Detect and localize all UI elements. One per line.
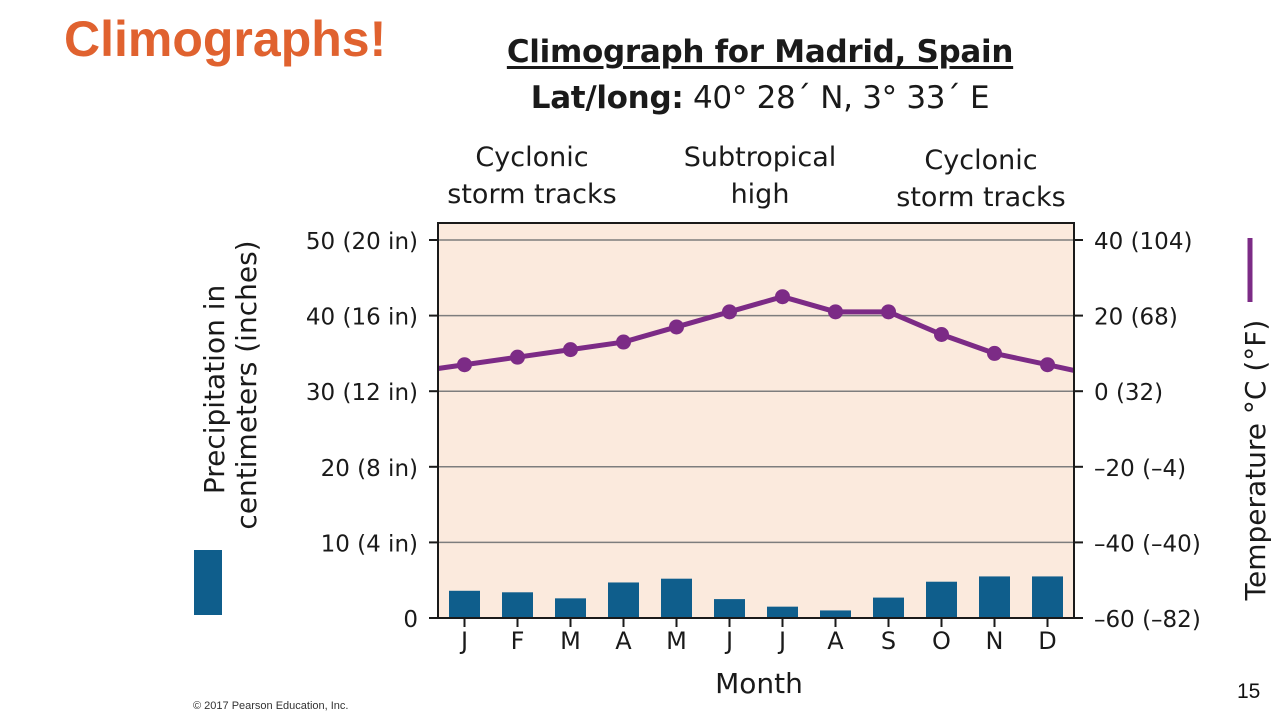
annotation-line: storm tracks (447, 179, 616, 210)
left-tick-label: 10 (4 in) (321, 531, 418, 557)
annotation-line: high (731, 179, 790, 210)
gridlines (438, 239, 1074, 544)
left-tick-label: 20 (8 in) (321, 456, 418, 482)
x-tick-label: M (560, 627, 581, 655)
precipitation-bar (873, 597, 904, 618)
chart-title: Climograph for Madrid, Spain (506, 34, 1014, 70)
right-tick-label: –40 (–40) (1094, 531, 1201, 557)
left-tick-label: 40 (16 in) (306, 305, 418, 331)
precipitation-bar (661, 578, 692, 618)
subtitle-value: 40° 28´ N, 3° 33´ E (693, 80, 990, 116)
x-axis-title: Month (715, 667, 803, 700)
temperature-point (1040, 357, 1055, 373)
precipitation-bar (926, 581, 957, 618)
left-axis-title: Precipitation in centimeters (inches) (198, 240, 263, 529)
temperature-point (457, 357, 472, 373)
annotation-line: storm tracks (896, 182, 1065, 213)
right-tick-label: 20 (68) (1094, 305, 1178, 331)
left-axis-title-line-2: centimeters (inches) (230, 240, 263, 529)
temperature-point (510, 349, 525, 365)
left-tick-label: 50 (20 in) (306, 229, 418, 255)
x-tick-label: A (615, 627, 632, 655)
temperature-series (437, 289, 1075, 373)
right-axis-title: Temperature °C (°F) (1239, 320, 1272, 602)
left-axis: 0 10 (4 in) 20 (8 in) 30 (12 in) 40 (16 in) 5… (306, 229, 438, 633)
precipitation-legend-swatch (194, 550, 222, 615)
temperature-point (563, 342, 578, 358)
right-tick-label: 40 (104) (1094, 229, 1192, 255)
precipitation-bar (555, 598, 586, 618)
copyright: © 2017 Pearson Education, Inc. (193, 700, 349, 712)
annotation-label: Cyclonic storm tracks (896, 145, 1065, 213)
left-tick-label: 30 (12 in) (306, 380, 418, 406)
annotation-line: Subtropical (684, 142, 837, 173)
x-tick-label: S (881, 627, 896, 655)
page-number: 15 (1237, 680, 1261, 703)
right-tick-label: 0 (32) (1094, 380, 1163, 406)
annotation-line: Cyclonic (924, 145, 1037, 176)
x-tick-label: F (511, 627, 525, 655)
subtitle-label: Lat/long: (530, 80, 684, 116)
precipitation-bar (714, 599, 745, 618)
temperature-point (616, 334, 631, 350)
temperature-point (934, 327, 949, 342)
plot-background (438, 223, 1074, 618)
right-axis: –60 (–82) –40 (–40) –20 (–4) 0 (32) 20 (68) 4… (1074, 229, 1201, 633)
left-tick-label: 0 (403, 607, 418, 633)
temperature-line (437, 294, 1075, 373)
precipitation-bar (502, 592, 533, 618)
annotation-label: Cyclonic storm tracks (447, 142, 616, 210)
x-tick-label: M (666, 627, 687, 655)
annotation-line: Cyclonic (475, 142, 588, 173)
precipitation-bar (449, 590, 480, 618)
chart-subtitle: Lat/long: 40° 28´ N, 3° 33´ E (440, 80, 1080, 116)
annotation-label: Subtropical high (684, 142, 837, 210)
x-tick-label: J (777, 627, 786, 655)
temperature-point (828, 304, 843, 320)
x-tick-label: J (459, 627, 468, 655)
temperature-point (722, 304, 737, 320)
precipitation-bar (767, 606, 798, 618)
temperature-point (987, 345, 1002, 361)
temperature-point (669, 319, 684, 335)
right-tick-label: –60 (–82) (1094, 607, 1201, 633)
x-tick-label: D (1038, 627, 1056, 655)
temperature-point (881, 304, 896, 320)
right-tick-label: –20 (–4) (1094, 456, 1186, 482)
precipitation-bar (608, 582, 639, 618)
precipitation-bar (979, 576, 1010, 618)
slide-title: Climographs! (64, 11, 387, 67)
precipitation-bar (820, 610, 851, 618)
precipitation-bars (449, 576, 1063, 618)
plot-frame (437, 222, 1075, 619)
x-tick-label: O (932, 627, 951, 655)
annotations: Cyclonic storm tracks Subtropical high Cyclo… (447, 142, 1065, 213)
x-tick-label: A (827, 627, 844, 655)
left-axis-title-line-1: Precipitation in (198, 285, 231, 494)
x-tick-label: N (986, 627, 1004, 655)
x-tick-label: J (724, 627, 733, 655)
precipitation-bar (1032, 576, 1063, 618)
temperature-point (775, 289, 790, 305)
